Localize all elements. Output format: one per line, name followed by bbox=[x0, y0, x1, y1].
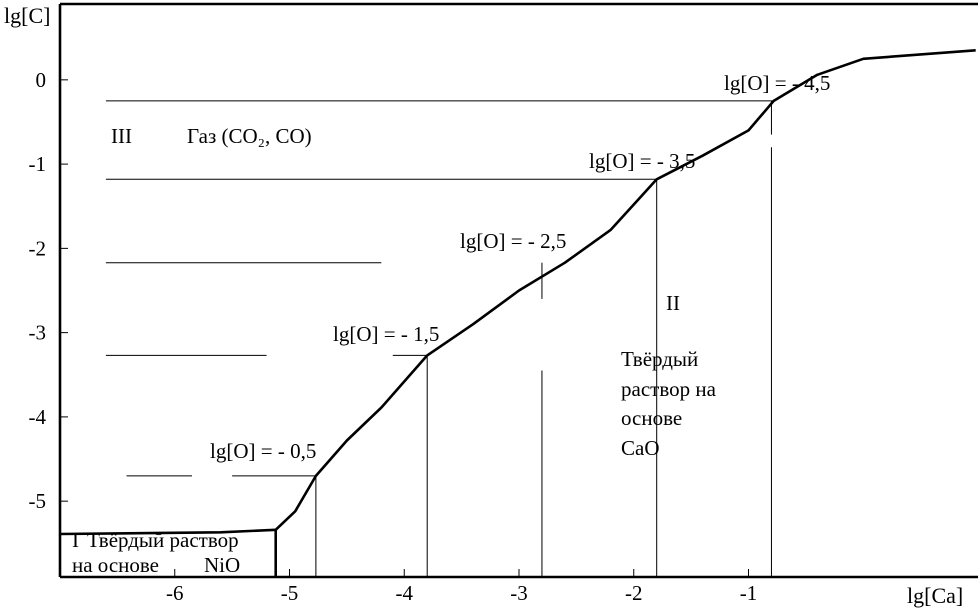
y-tick-label: -3 bbox=[29, 321, 47, 345]
vertical-lines bbox=[315, 100, 772, 577]
x-tick-label: -3 bbox=[510, 581, 528, 605]
y-ticks: 0 -1 -2 -3 -4 -5 bbox=[29, 68, 68, 513]
region-text-cao-line-1: Твёрдый bbox=[621, 347, 698, 371]
isoline-label-o-0-5: lg[O] = - 0,5 bbox=[210, 439, 316, 463]
x-axis-label: lg[Ca] bbox=[907, 583, 963, 608]
y-tick-label: -5 bbox=[29, 489, 47, 513]
x-tick-label: -1 bbox=[740, 581, 758, 605]
x-tick-label: -5 bbox=[281, 581, 299, 605]
x-tick-label: -4 bbox=[396, 581, 414, 605]
region-text-nio-line-2: на основе bbox=[72, 553, 159, 577]
region-numeral-i: I bbox=[72, 528, 79, 552]
isoline-label-o-3-5: lg[O] = - 3,5 bbox=[589, 149, 695, 173]
region-text-nio-line-3: NiO bbox=[204, 553, 240, 577]
x-tick-label: -6 bbox=[166, 581, 184, 605]
isolines bbox=[105, 100, 774, 477]
isoline-label-o-2-5: lg[O] = - 2,5 bbox=[460, 229, 566, 253]
y-axis-label: lg[C] bbox=[4, 3, 50, 28]
y-tick-label: -2 bbox=[29, 236, 47, 260]
region-text-nio-line-1: Твёрдый раствор bbox=[87, 528, 239, 552]
y-tick-label: 0 bbox=[36, 68, 47, 92]
region-text-cao-line-3: основе bbox=[621, 406, 682, 430]
isoline-label-o-4-5: lg[O] = - 4,5 bbox=[724, 71, 830, 95]
region-text-cao-line-4: CaO bbox=[621, 436, 660, 460]
isoline-label-o-1-5: lg[O] = - 1,5 bbox=[333, 322, 439, 346]
x-ticks: -6 -5 -4 -3 -2 -1 bbox=[166, 569, 757, 605]
y-tick-label: -1 bbox=[29, 152, 47, 176]
x-tick-label: -2 bbox=[625, 581, 643, 605]
region-text-cao-line-2: раствор на bbox=[621, 377, 717, 401]
region-i-boundary bbox=[59, 528, 278, 577]
main-phase-boundary-curve bbox=[274, 49, 976, 531]
y-tick-label: -4 bbox=[29, 405, 47, 429]
phase-boundaries bbox=[59, 49, 976, 577]
region-text-gas: Газ (CO₂, CO) bbox=[187, 124, 312, 148]
region-numeral-iii: III bbox=[111, 124, 132, 148]
region-numeral-ii: II bbox=[666, 291, 680, 315]
